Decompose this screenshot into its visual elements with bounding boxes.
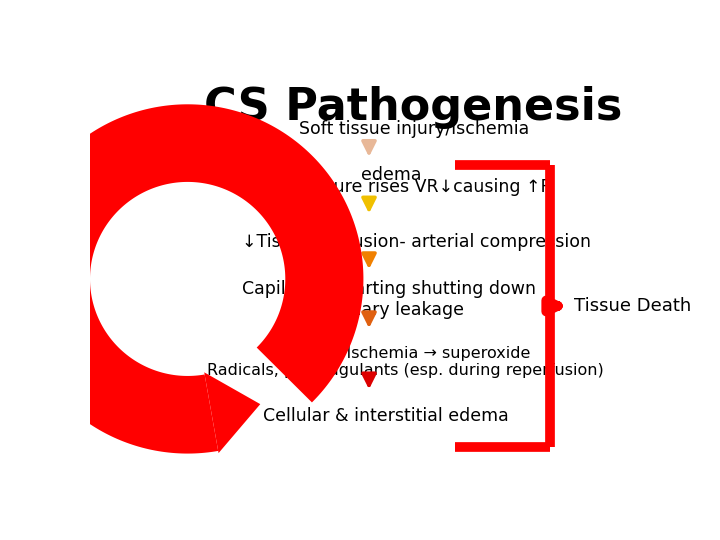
Text: As pressure rises VR↓causing ↑P: As pressure rises VR↓causing ↑P <box>260 178 551 197</box>
Text: ↓Tissue perfusion- arterial compression: ↓Tissue perfusion- arterial compression <box>242 233 591 251</box>
Text: Capillaries starting shutting down
Capillary leakage: Capillaries starting shutting down Capil… <box>241 280 536 319</box>
Text: Soft tissue injury/ischemia: Soft tissue injury/ischemia <box>299 120 528 138</box>
Text: edema: edema <box>361 166 422 184</box>
Text: CS Pathogenesis: CS Pathogenesis <box>204 85 623 129</box>
Text: Tissue Death: Tissue Death <box>575 297 692 315</box>
Polygon shape <box>204 372 260 453</box>
Text: Cellular & interstitial edema: Cellular & interstitial edema <box>263 407 508 425</box>
Polygon shape <box>12 104 364 454</box>
Text: Cellular Ischemia → superoxide
Radicals, procoagulants (esp. during reperfusion): Cellular Ischemia → superoxide Radicals,… <box>207 346 603 379</box>
